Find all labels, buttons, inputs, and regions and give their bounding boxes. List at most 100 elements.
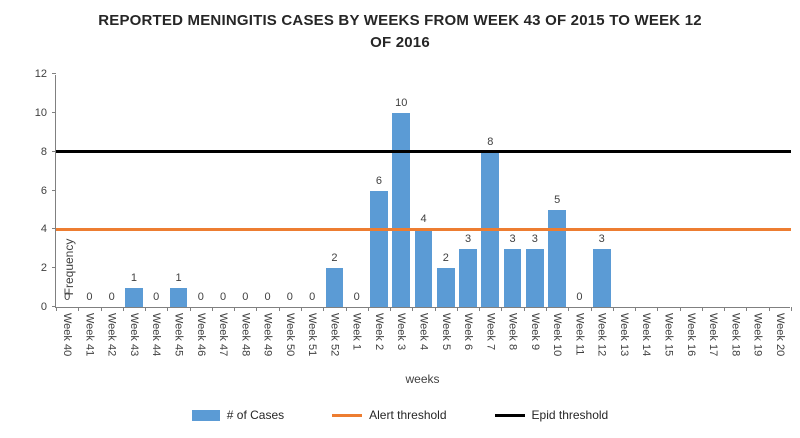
x-tick-label: Week 5 bbox=[439, 313, 452, 351]
x-tick-mark bbox=[456, 307, 458, 311]
bar-value-label: 0 bbox=[353, 291, 360, 303]
chart-legend: # of Cases Alert threshold Epid threshol… bbox=[0, 408, 800, 422]
x-tick-mark bbox=[679, 307, 681, 311]
x-tick-label: Week 46 bbox=[194, 313, 207, 357]
x-tick-mark bbox=[211, 307, 213, 311]
x-tick-mark bbox=[189, 307, 191, 311]
bar-week-45 bbox=[169, 287, 188, 307]
bar-week-5 bbox=[436, 268, 455, 307]
x-tick-mark bbox=[345, 307, 347, 311]
x-tick-label: Week 9 bbox=[528, 313, 541, 351]
x-tick-mark bbox=[122, 307, 124, 311]
x-tick-label: Week 47 bbox=[217, 313, 230, 357]
x-tick-label: Week 45 bbox=[172, 313, 185, 357]
epid-threshold-line bbox=[56, 150, 791, 154]
bar-week-4 bbox=[414, 229, 433, 307]
x-tick-mark bbox=[657, 307, 659, 311]
x-tick-mark bbox=[479, 307, 481, 311]
x-tick-label: Week 7 bbox=[484, 313, 497, 351]
x-tick-label: Week 48 bbox=[239, 313, 252, 357]
y-tick-mark bbox=[52, 306, 56, 307]
legend-item-alert-threshold: Alert threshold bbox=[332, 408, 447, 422]
x-tick-mark bbox=[590, 307, 592, 311]
x-tick-mark bbox=[78, 307, 80, 311]
x-tick-label: Week 14 bbox=[640, 313, 653, 357]
x-tick-label: Week 51 bbox=[306, 313, 319, 357]
bar-value-label: 4 bbox=[420, 213, 427, 226]
y-tick-label: 4 bbox=[40, 223, 47, 236]
bar-value-label: 5 bbox=[554, 193, 561, 206]
x-tick-label: Week 19 bbox=[751, 313, 764, 357]
bar-value-label: 0 bbox=[86, 291, 93, 303]
x-tick-mark bbox=[768, 307, 770, 311]
x-tick-label: Week 8 bbox=[506, 313, 519, 351]
bar-week-12 bbox=[592, 248, 611, 307]
x-tick-mark bbox=[434, 307, 436, 311]
bar-week-6 bbox=[459, 248, 477, 307]
x-tick-label: Week 3 bbox=[395, 313, 408, 351]
bar-value-label: 6 bbox=[375, 174, 383, 187]
legend-label-alert: Alert threshold bbox=[369, 408, 447, 422]
epid-threshold-swatch-icon bbox=[494, 413, 525, 417]
alert-threshold-line bbox=[56, 227, 791, 231]
x-tick-mark bbox=[301, 307, 302, 311]
bar-value-label: 0 bbox=[286, 291, 293, 303]
y-tick-mark bbox=[52, 150, 56, 152]
bar-value-label: 1 bbox=[130, 271, 138, 284]
y-tick-label: 2 bbox=[40, 262, 47, 275]
legend-label-epid: Epid threshold bbox=[531, 408, 609, 422]
x-tick-label: Week 20 bbox=[773, 313, 786, 357]
y-tick-label: 10 bbox=[34, 106, 47, 119]
x-tick-mark bbox=[234, 307, 236, 311]
bar-value-label: 3 bbox=[509, 232, 516, 245]
x-tick-mark bbox=[390, 307, 392, 311]
x-tick-label: Week 12 bbox=[595, 313, 608, 357]
legend-label-cases: # of Cases bbox=[226, 408, 285, 422]
y-tick-label: 0 bbox=[40, 301, 47, 313]
alert-threshold-swatch-icon bbox=[332, 413, 363, 417]
bar-week-43 bbox=[125, 287, 143, 307]
x-tick-mark bbox=[612, 307, 614, 311]
bar-week-2 bbox=[370, 190, 388, 307]
bar-week-52 bbox=[325, 268, 344, 307]
x-tick-mark bbox=[167, 307, 169, 311]
bar-week-10 bbox=[548, 209, 567, 307]
x-tick-mark bbox=[256, 307, 258, 311]
bar-value-label: 3 bbox=[531, 232, 538, 245]
x-tick-label: Week 44 bbox=[150, 313, 163, 357]
x-tick-label: Week 52 bbox=[328, 313, 341, 357]
x-tick-mark bbox=[412, 307, 414, 311]
y-tick-mark bbox=[52, 111, 56, 113]
x-tick-label: Week 11 bbox=[573, 313, 586, 356]
bar-value-label: 2 bbox=[331, 252, 338, 265]
bar-week-9 bbox=[525, 248, 544, 307]
bar-value-label: 0 bbox=[264, 291, 271, 303]
y-tick-label: 8 bbox=[40, 145, 47, 158]
x-tick-mark bbox=[145, 307, 147, 311]
x-tick-mark bbox=[323, 307, 325, 311]
legend-item-cases: # of Cases bbox=[191, 408, 285, 422]
bar-value-label: 0 bbox=[197, 291, 204, 303]
y-tick-mark bbox=[52, 73, 56, 74]
x-tick-label: Week 49 bbox=[261, 313, 274, 357]
x-tick-label: Week 17 bbox=[707, 313, 720, 357]
bar-value-label: 8 bbox=[487, 135, 494, 148]
bar-value-label: 0 bbox=[576, 291, 583, 303]
x-tick-mark bbox=[523, 307, 525, 311]
x-tick-mark bbox=[546, 307, 547, 311]
x-tick-label: Week 1 bbox=[350, 313, 363, 351]
bar-week-8 bbox=[503, 248, 522, 307]
x-tick-label: Week 50 bbox=[283, 313, 296, 357]
y-tick-label: 6 bbox=[40, 184, 47, 197]
x-tick-mark bbox=[746, 307, 748, 311]
x-axis-title: weeks bbox=[405, 372, 440, 386]
bar-value-label: 0 bbox=[219, 291, 227, 303]
x-tick-label: Week 43 bbox=[127, 313, 140, 357]
bar-value-label: 0 bbox=[242, 291, 249, 303]
bar-value-label: 2 bbox=[442, 252, 449, 265]
x-tick-label: Week 13 bbox=[617, 313, 630, 357]
x-tick-mark bbox=[724, 307, 726, 311]
chart-title: REPORTED MENINGITIS CASES BY WEEKS FROM … bbox=[98, 12, 702, 51]
y-tick-mark bbox=[52, 189, 56, 191]
y-tick-mark bbox=[52, 228, 56, 230]
